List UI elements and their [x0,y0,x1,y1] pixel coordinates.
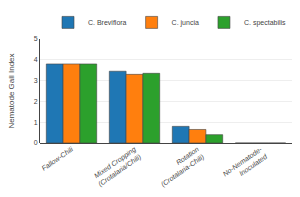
svg-text:No-Nematode-Inoculated: No-Nematode-Inoculated [221,145,269,185]
svg-text:0: 0 [34,139,38,146]
svg-text:2: 2 [34,98,38,105]
svg-text:C. juncia: C. juncia [172,19,199,27]
svg-text:Rotation(Crotalaria-Chili): Rotation(Crotalaria-Chili) [154,145,206,188]
svg-text:C. Breviflora: C. Breviflora [88,19,127,26]
svg-text:Fallow-Chili: Fallow-Chili [40,145,74,172]
svg-text:Nematode Gall Index: Nematode Gall Index [7,53,16,128]
svg-text:1: 1 [34,119,38,126]
svg-text:Mixed Cropping(Crotalaria/Chil: Mixed Cropping(Crotalaria/Chili) [92,145,143,188]
svg-text:3: 3 [34,77,38,84]
svg-text:C. spectabilis: C. spectabilis [244,19,286,27]
svg-text:4: 4 [34,56,38,63]
svg-text:5: 5 [34,35,38,42]
